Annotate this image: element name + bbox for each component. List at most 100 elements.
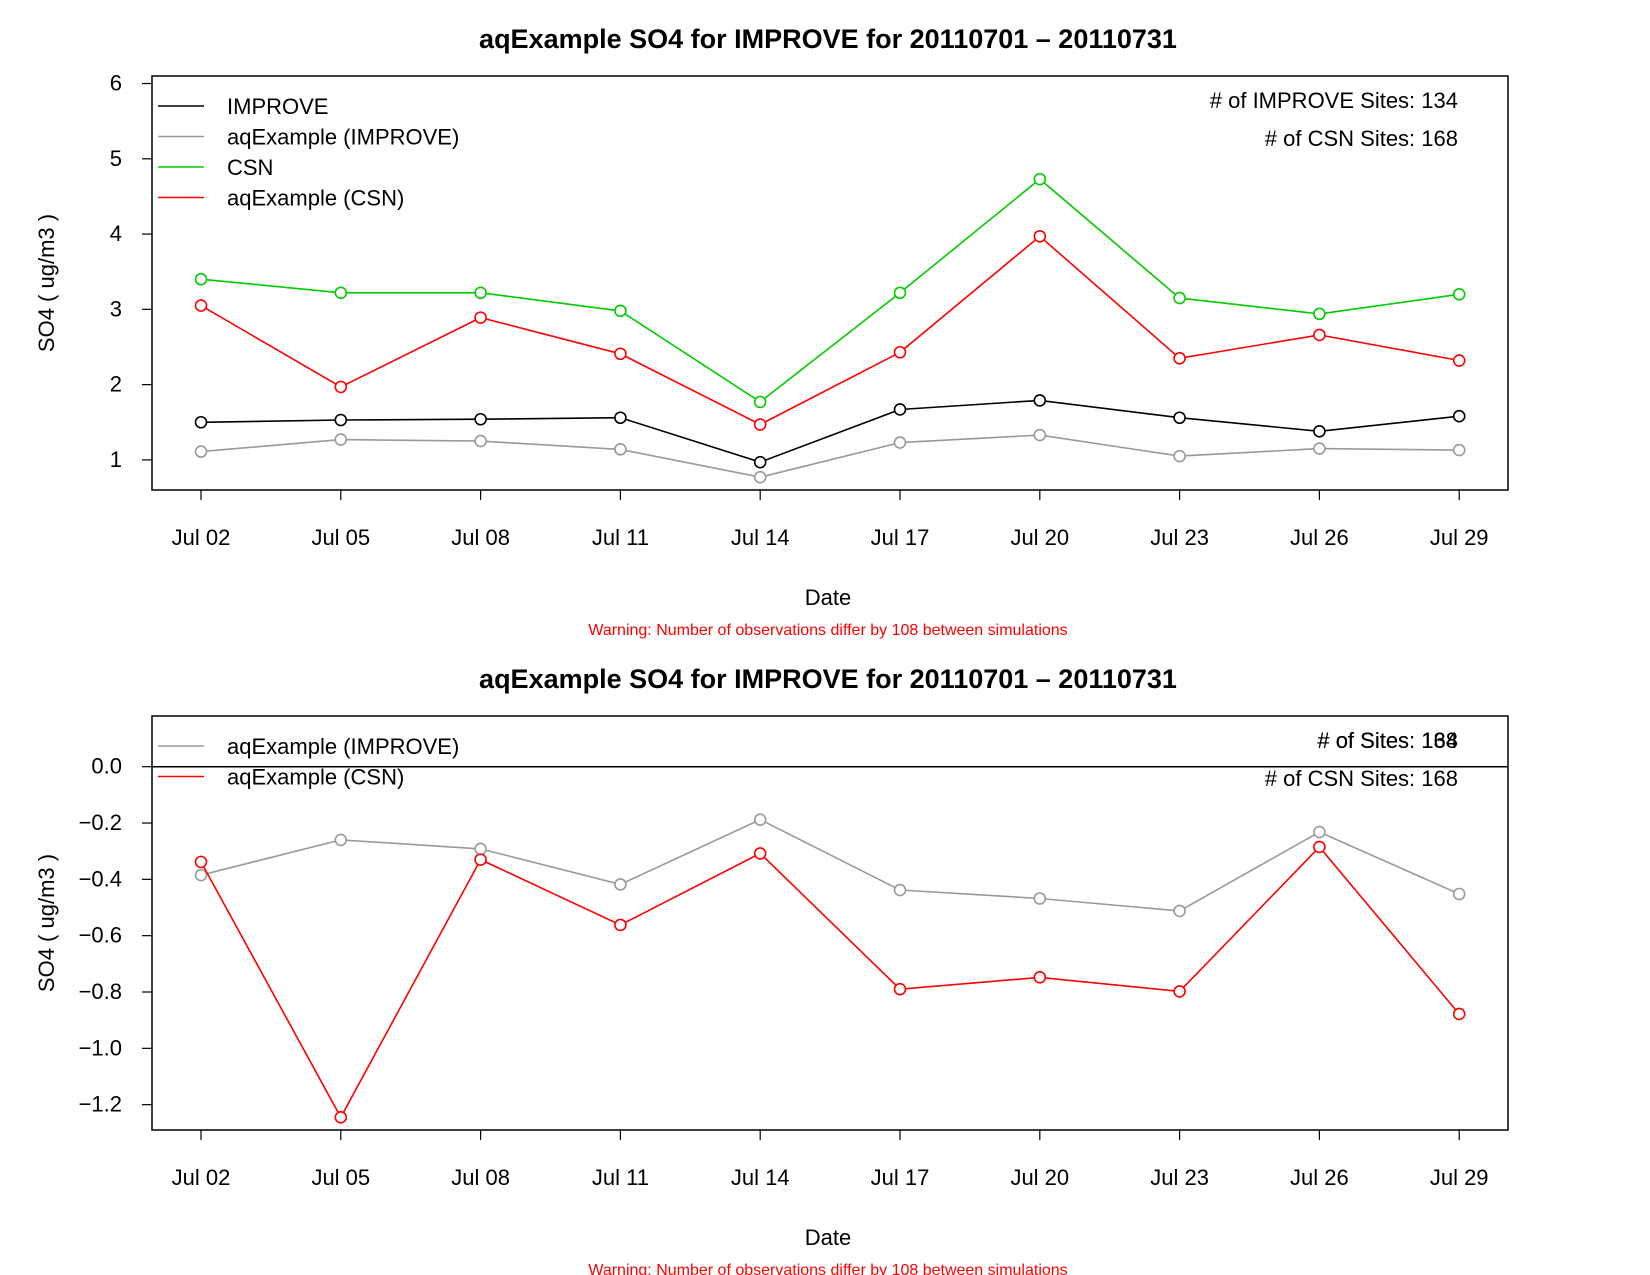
legend: aqExample (IMPROVE) aqExample (CSN) (158, 734, 459, 790)
y-tick-label: −1.2 (79, 1092, 122, 1117)
data-point (194, 445, 208, 458)
data-point (194, 299, 208, 312)
data-point (334, 1111, 348, 1124)
y-tick-label: −0.4 (79, 866, 122, 891)
series-line (200, 818, 1460, 912)
series-line (200, 178, 1460, 403)
data-point (893, 286, 907, 300)
y-axis-label: SO4 ( ug/m3 ) (34, 214, 59, 352)
legend-label: aqExample (IMPROVE) (227, 734, 459, 759)
y-tick-label: 5 (110, 146, 122, 171)
y-tick-label: −0.8 (79, 979, 122, 1004)
data-point (614, 347, 627, 361)
data-point (474, 842, 487, 856)
data-point (474, 434, 487, 448)
data-point (1173, 411, 1186, 425)
series-2 (194, 428, 1466, 484)
data-point (1173, 351, 1186, 365)
warning-text: Warning: Number of observations differ b… (588, 1262, 1067, 1275)
series-3 (194, 172, 1466, 409)
x-tick-label: Jul 17 (871, 1165, 930, 1190)
warning-text: Warning: Number of observations differ b… (588, 622, 1067, 639)
x-tick-label: Jul 17 (871, 525, 930, 550)
data-point (474, 311, 487, 324)
data-point (1033, 394, 1047, 407)
data-point (194, 272, 208, 286)
data-point (1452, 354, 1466, 367)
x-tick-label: Jul 08 (451, 525, 510, 550)
series-line (200, 434, 1460, 479)
series-1 (194, 394, 1466, 469)
x-tick-label: Jul 11 (592, 525, 649, 550)
data-point (194, 415, 208, 429)
data-point (1173, 904, 1186, 918)
x-tick-label: Jul 14 (731, 525, 790, 550)
data-point (893, 403, 907, 416)
x-tick-label: Jul 02 (172, 525, 231, 550)
data-point (1313, 840, 1326, 854)
legend-label: IMPROVE (227, 94, 328, 119)
legend-label: aqExample (CSN) (227, 186, 404, 211)
data-point (474, 412, 487, 426)
data-point (753, 418, 767, 431)
x-tick-label: Jul 08 (451, 1165, 510, 1190)
data-point (334, 833, 348, 847)
x-tick-label: Jul 11 (592, 1165, 649, 1190)
legend-label: aqExample (IMPROVE) (227, 125, 459, 150)
y-tick-label: −0.2 (79, 810, 122, 835)
data-point (614, 411, 627, 425)
plot-frame (151, 715, 1509, 1131)
data-point (474, 853, 487, 866)
x-tick-label: Jul 29 (1430, 525, 1489, 550)
data-point (1173, 449, 1186, 463)
site-count-note: # of Sites: 134 (1317, 728, 1458, 753)
series-line (200, 235, 1460, 426)
site-count-note: # of CSN Sites: 168 (1265, 126, 1458, 151)
series-line (200, 399, 1460, 463)
y-tick-label: −0.6 (79, 923, 122, 948)
y-tick-label: 1 (110, 447, 122, 472)
data-point (1173, 985, 1186, 998)
data-point (1313, 307, 1326, 321)
y-tick-label: 0.0 (91, 754, 122, 779)
y-tick-label: 4 (110, 221, 122, 246)
legend-label: aqExample (CSN) (227, 765, 404, 790)
data-point (1033, 230, 1047, 243)
series-4 (194, 230, 1466, 431)
data-point (1033, 892, 1047, 905)
data-point (1313, 825, 1326, 839)
data-point (1452, 409, 1466, 423)
data-point (334, 286, 348, 300)
data-point (1313, 442, 1326, 455)
x-tick-label: Jul 02 (172, 1165, 231, 1190)
data-point (194, 868, 208, 882)
data-point (614, 878, 627, 891)
data-point (753, 455, 767, 469)
data-point (893, 883, 907, 897)
data-point (1313, 424, 1326, 438)
data-point (1033, 971, 1047, 984)
data-point (893, 982, 907, 996)
data-point (334, 413, 348, 427)
x-tick-label: Jul 05 (311, 1165, 370, 1190)
x-axis-label: Date (805, 585, 851, 610)
series-1 (194, 813, 1466, 918)
data-point (753, 847, 767, 860)
chart-panel-1: aqExample SO4 for IMPROVE for 20110701 –… (34, 24, 1509, 639)
series-2 (194, 840, 1466, 1124)
y-tick-label: 6 (110, 71, 122, 96)
chart-title: aqExample SO4 for IMPROVE for 20110701 –… (479, 24, 1177, 54)
y-tick-label: −1.0 (79, 1035, 122, 1060)
x-tick-label: Jul 05 (311, 525, 370, 550)
x-tick-label: Jul 20 (1010, 1165, 1069, 1190)
x-tick-label: Jul 14 (731, 1165, 790, 1190)
x-tick-label: Jul 26 (1290, 1165, 1349, 1190)
legend: IMPROVE aqExample (IMPROVE) CSN aqExample (… (158, 94, 459, 211)
data-point (1033, 172, 1047, 186)
chart-panel-2: aqExample SO4 for IMPROVE for 20110701 –… (34, 664, 1509, 1275)
x-tick-label: Jul 29 (1430, 1165, 1489, 1190)
x-tick-label: Jul 20 (1010, 525, 1069, 550)
data-point (614, 304, 627, 318)
data-point (614, 443, 627, 456)
